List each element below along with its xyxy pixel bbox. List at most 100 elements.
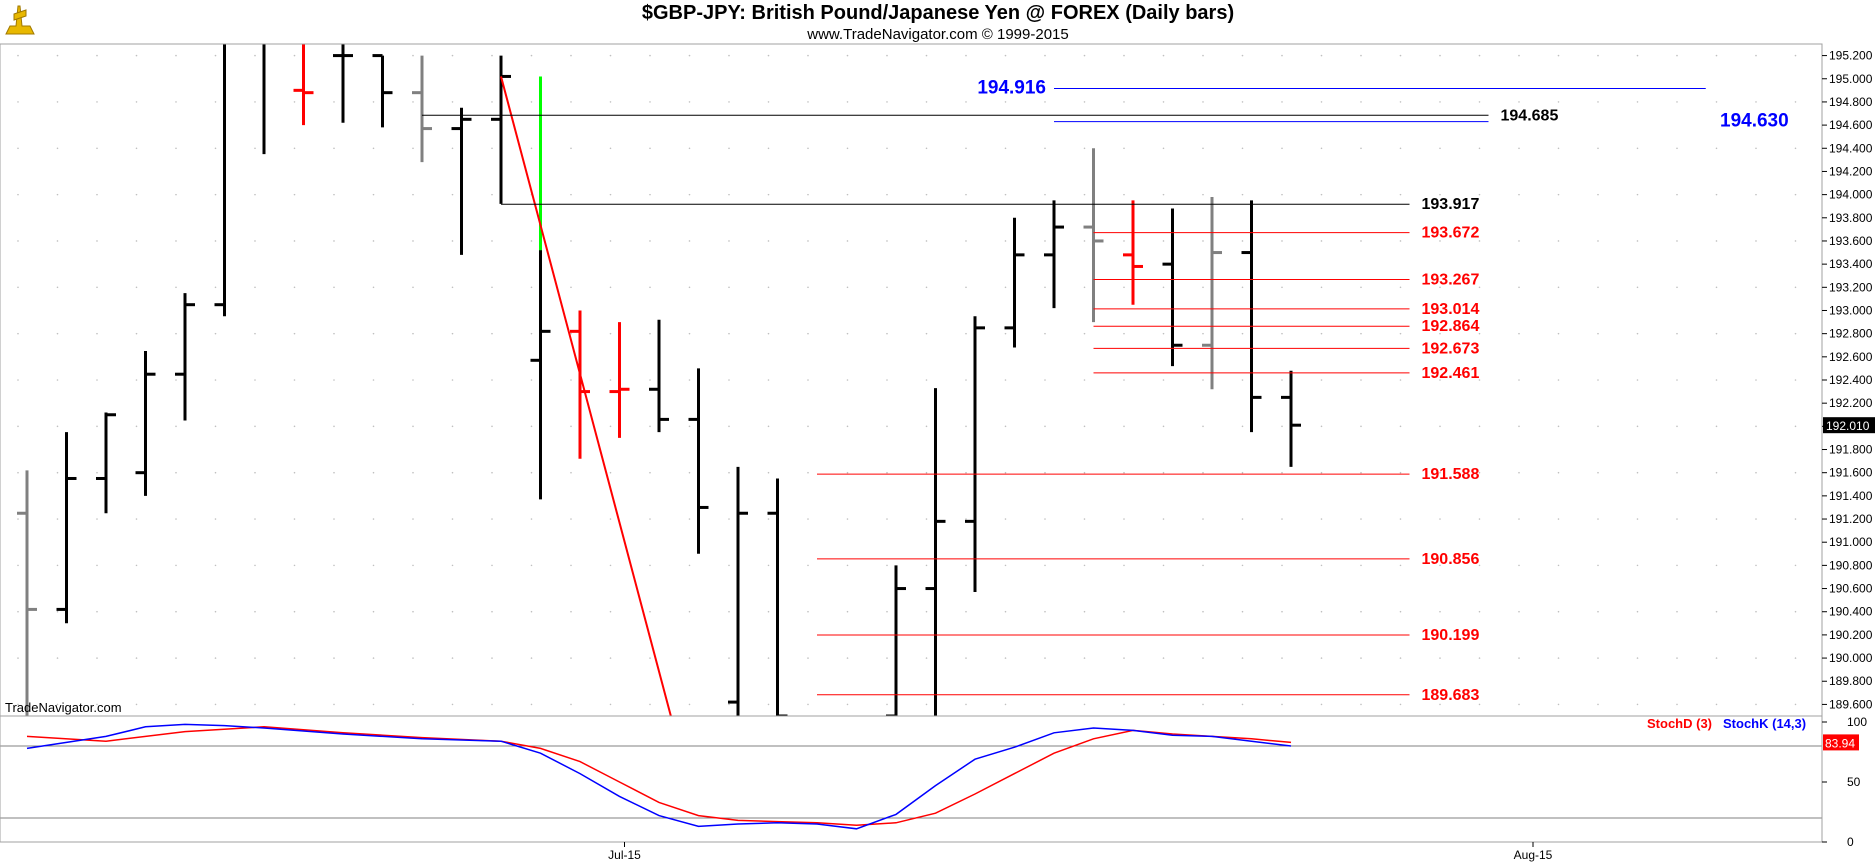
grid-dot — [807, 703, 809, 706]
grid-dot — [56, 193, 59, 196]
grid-dot — [1281, 332, 1283, 335]
y-tick-label: 190.800 — [1829, 558, 1873, 572]
grid-dot — [1281, 54, 1283, 57]
grid-dot — [1676, 564, 1678, 567]
y-tick-label: 193.400 — [1829, 257, 1873, 271]
ohlc-bar — [688, 368, 709, 554]
grid-dot — [530, 703, 533, 706]
grid-dot — [1123, 101, 1125, 103]
grid-dot — [175, 657, 177, 659]
grid-dot — [1123, 703, 1125, 706]
grid-dot — [1597, 471, 1599, 474]
grid-dot — [728, 193, 730, 196]
grid-dot — [1044, 101, 1046, 103]
grid-dot — [767, 657, 770, 659]
stoch-panel-frame — [0, 715, 1823, 843]
grid-dot — [807, 564, 809, 567]
grid-dot — [1083, 703, 1086, 706]
grid-dot — [649, 332, 651, 335]
grid-dot — [846, 240, 849, 242]
grid-dot — [1123, 564, 1125, 567]
grid-dot — [688, 703, 691, 706]
grid-dot — [56, 471, 59, 474]
grid-dot — [1636, 193, 1639, 196]
chart-title: $GBP-JPY: British Pound/Japanese Yen @ F… — [641, 2, 1235, 24]
grid-dot — [451, 425, 454, 428]
grid-dot — [1794, 657, 1797, 659]
grid-dot — [728, 147, 730, 150]
grid-dot — [1399, 101, 1402, 103]
grid-dot — [1676, 425, 1678, 428]
grid-dot — [1755, 471, 1757, 474]
level-label: 190.199 — [1422, 627, 1480, 644]
grid-dot — [688, 332, 691, 335]
grid-dot — [1399, 54, 1402, 57]
grid-dot — [1636, 286, 1639, 289]
grid-dot — [1241, 471, 1244, 474]
grid-dot — [175, 54, 177, 57]
grid-dot — [886, 657, 888, 659]
grid-dot — [886, 518, 888, 520]
grid-dot — [175, 101, 177, 103]
grid-dot — [1636, 425, 1639, 428]
grid-dot — [1715, 240, 1718, 242]
grid-dot — [1004, 101, 1007, 103]
grid-dot — [1241, 147, 1244, 150]
grid-dot — [1676, 286, 1678, 289]
grid-dot — [925, 240, 928, 242]
grid-dot — [886, 379, 888, 381]
grid-dot — [1360, 101, 1362, 103]
grid-dot — [451, 332, 454, 335]
grid-dot — [965, 54, 967, 57]
grid-dot — [728, 425, 730, 428]
grid-dot — [807, 471, 809, 474]
y-tick-label: 193.800 — [1829, 211, 1873, 225]
grid-dot — [96, 379, 98, 381]
grid-dot — [965, 703, 967, 706]
grid-dot — [135, 379, 138, 381]
grid-dot — [886, 332, 888, 335]
grid-dot — [728, 564, 730, 567]
grid-dot — [1083, 240, 1086, 242]
y-tick-label: 191.400 — [1829, 489, 1873, 503]
grid-dot — [17, 564, 19, 567]
grid-dot — [1044, 610, 1046, 613]
grid-dot — [925, 425, 928, 428]
ohlc-bar — [451, 107, 472, 255]
grid-dot — [886, 147, 888, 150]
grid-dot — [1320, 379, 1323, 381]
ohlc-bar — [175, 293, 195, 421]
y-tick-label: 192.200 — [1829, 396, 1873, 410]
grid-dot — [570, 610, 572, 613]
grid-dot — [333, 379, 335, 381]
grid-dot — [412, 425, 414, 428]
grid-dot — [1044, 193, 1046, 196]
grid-dot — [1597, 54, 1599, 57]
grid-dot — [1004, 425, 1007, 428]
level-label: 192.864 — [1422, 318, 1480, 335]
grid-dot — [1715, 101, 1718, 103]
grid-dot — [1676, 147, 1678, 150]
grid-dot — [1360, 425, 1362, 428]
grid-dot — [728, 101, 730, 103]
grid-dot — [175, 332, 177, 335]
grid-dot — [570, 101, 572, 103]
grid-dot — [925, 703, 928, 706]
grid-dot — [56, 379, 59, 381]
grid-dot — [1360, 518, 1362, 520]
grid-dot — [1162, 425, 1165, 428]
ohlc-bar — [728, 466, 748, 716]
grid-dot — [1083, 564, 1086, 567]
grid-dot — [1004, 703, 1007, 706]
y-tick-label: 190.200 — [1829, 628, 1873, 642]
grid-dot — [451, 610, 454, 613]
grid-dot — [1360, 471, 1362, 474]
grid-dot — [649, 193, 651, 196]
grid-dot — [1636, 147, 1639, 150]
grid-dot — [925, 101, 928, 103]
grid-dot — [767, 564, 770, 567]
grid-dot — [925, 564, 928, 567]
grid-dot — [609, 703, 612, 706]
grid-dot — [1478, 240, 1481, 242]
grid-dot — [56, 518, 59, 520]
